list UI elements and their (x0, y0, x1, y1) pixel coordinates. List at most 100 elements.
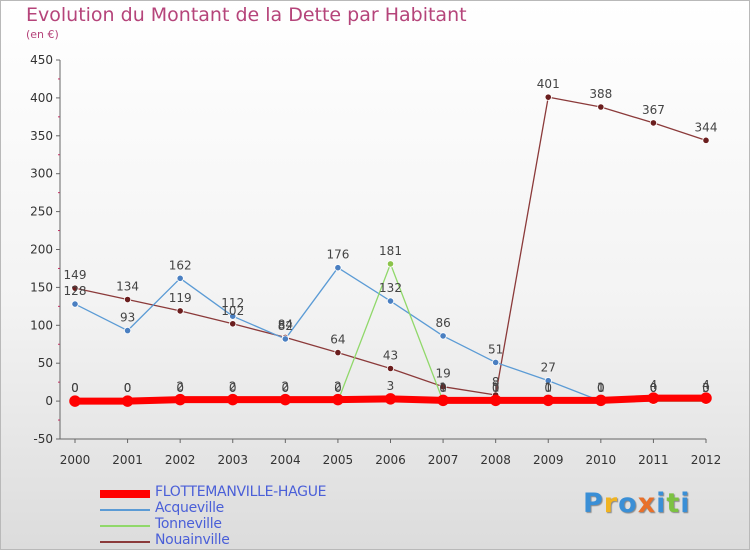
data-label: 19 (435, 367, 450, 381)
data-label: 344 (695, 120, 718, 134)
y-tick-label: 250 (30, 205, 53, 219)
y-tick-label: 100 (30, 318, 53, 332)
logo-letter: P (583, 488, 604, 519)
data-label: 51 (488, 342, 503, 356)
data-label: 1 (492, 380, 500, 394)
data-label: 0 (71, 381, 79, 395)
data-label: 0 (124, 381, 132, 395)
data-point (489, 394, 502, 407)
legend-item: Nouainville (100, 532, 400, 549)
data-label: 3 (387, 379, 395, 393)
data-point (69, 395, 81, 407)
data-point (334, 264, 342, 272)
legend-swatch (100, 509, 150, 511)
x-tick-label: 2006 (375, 453, 406, 467)
legend-label: Acqueville (155, 500, 224, 516)
data-label: 181 (379, 244, 402, 258)
data-label: 1 (439, 380, 447, 394)
data-label: 119 (169, 291, 192, 305)
data-label: 112 (221, 296, 244, 310)
data-label: 149 (64, 268, 87, 282)
y-tick-label: 200 (30, 243, 53, 257)
data-label: 84 (278, 317, 293, 331)
data-point (439, 383, 447, 391)
data-label: 0 (334, 381, 342, 395)
x-tick-label: 2011 (638, 453, 669, 467)
data-point (439, 332, 447, 340)
data-point (229, 320, 237, 328)
data-label: 132 (379, 281, 402, 295)
data-point (386, 260, 395, 268)
legend-swatch (100, 541, 150, 543)
data-label: 43 (383, 349, 398, 363)
data-point (229, 312, 237, 320)
data-label: 0 (650, 381, 658, 395)
chart-unit: (en €) (26, 28, 59, 41)
data-point (176, 274, 184, 282)
data-label: 162 (169, 258, 192, 272)
data-point (700, 392, 712, 404)
data-point (71, 284, 79, 292)
data-label: 0 (229, 381, 237, 395)
legend-item: Tonneville (100, 516, 400, 533)
data-point (384, 393, 397, 405)
logo-letter: t (666, 488, 681, 519)
data-label: 0 (702, 381, 710, 395)
data-label: 2 (229, 380, 237, 394)
data-point (279, 393, 292, 406)
data-label: 0 (544, 381, 552, 395)
x-tick-label: 2000 (60, 453, 91, 467)
legend-label: Tonneville (155, 516, 222, 532)
legend-swatch (100, 525, 150, 527)
data-label: 128 (64, 284, 87, 298)
data-point (71, 300, 79, 308)
data-label: 64 (330, 333, 345, 347)
x-tick-label: 2004 (270, 453, 301, 467)
data-label: 0 (597, 381, 605, 395)
legend-swatch (100, 490, 150, 498)
data-label: 367 (642, 103, 665, 117)
legend-item: Acqueville (100, 500, 400, 517)
x-tick-label: 2008 (480, 453, 511, 467)
x-tick-label: 2007 (428, 453, 459, 467)
x-tick-label: 2001 (112, 453, 143, 467)
data-point (121, 395, 134, 407)
data-point (334, 348, 342, 357)
data-label: 0 (124, 381, 132, 395)
data-label: 1 (544, 380, 552, 394)
data-label: 176 (326, 248, 349, 262)
y-tick-label: 50 (38, 356, 53, 370)
data-label: 27 (541, 361, 556, 375)
data-label: 102 (221, 304, 244, 318)
y-tick-label: 400 (30, 91, 53, 105)
data-point (595, 394, 607, 407)
data-point (492, 358, 500, 367)
data-point (386, 364, 395, 373)
data-label: 401 (537, 77, 560, 91)
data-label: 2 (282, 380, 290, 394)
data-label: 388 (589, 87, 612, 101)
data-label: 2 (176, 380, 184, 394)
data-label: 2 (334, 380, 342, 394)
data-point (227, 393, 239, 406)
logo-letter: i (680, 488, 691, 519)
x-tick-label: 2005 (323, 453, 354, 467)
x-tick-label: 2002 (165, 453, 196, 467)
data-point (647, 392, 660, 404)
data-label: 86 (435, 316, 450, 330)
data-point (123, 295, 132, 304)
y-tick-label: 0 (45, 394, 53, 408)
x-tick-label: 2010 (586, 453, 617, 467)
data-label: 93 (120, 311, 135, 325)
logo-letter: i (656, 488, 667, 519)
logo-letter: x (637, 488, 657, 519)
legend-item: FLOTTEMANVILLE-HAGUE (100, 484, 400, 501)
data-point (123, 327, 132, 335)
data-label: 0 (282, 381, 290, 395)
y-tick-label: 150 (30, 280, 53, 294)
data-point (437, 394, 449, 407)
data-point (174, 393, 186, 406)
data-label: 1 (597, 380, 605, 394)
